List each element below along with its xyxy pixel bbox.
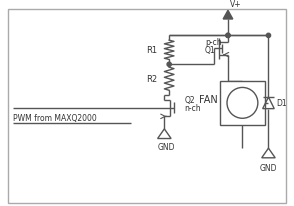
Text: R1: R1: [146, 46, 158, 55]
Polygon shape: [223, 11, 233, 20]
Text: p-ch: p-ch: [205, 38, 221, 47]
Bar: [220, 81, 265, 125]
Circle shape: [227, 88, 258, 119]
Text: R2: R2: [146, 75, 158, 84]
Text: Q1: Q1: [205, 46, 216, 55]
Text: V+: V+: [230, 0, 242, 9]
Text: PWM from MAXQ2000: PWM from MAXQ2000: [13, 113, 97, 122]
Circle shape: [226, 34, 230, 38]
Text: n-ch: n-ch: [185, 104, 201, 113]
Text: GND: GND: [260, 163, 277, 172]
Circle shape: [226, 34, 230, 38]
Text: D1: D1: [276, 99, 287, 108]
Circle shape: [167, 63, 171, 67]
Text: GND: GND: [158, 143, 175, 152]
Text: Q2: Q2: [185, 96, 195, 105]
Text: FAN: FAN: [199, 95, 218, 104]
Circle shape: [266, 34, 270, 38]
